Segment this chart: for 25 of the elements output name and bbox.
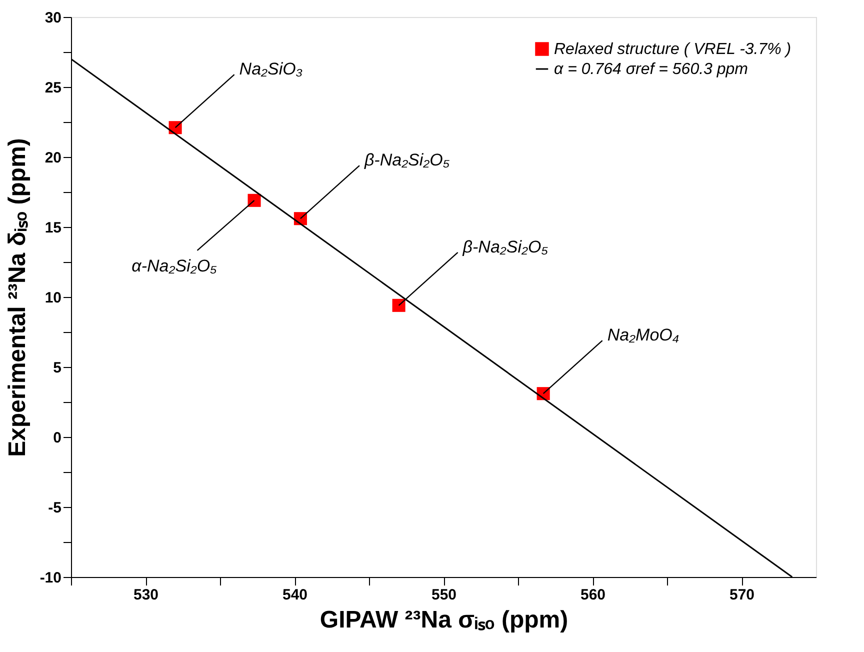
x-tick-label: 550 (431, 586, 457, 604)
y-tick-label: 15 (44, 220, 62, 236)
annotation: α-Na₂Si₂O₅ (132, 256, 218, 276)
y-tick-label: -10 (40, 570, 62, 586)
x-tick-label: 570 (729, 586, 755, 604)
annotation: Na₂SiO₃ (239, 60, 303, 79)
x-tick-label: 530 (133, 586, 159, 604)
x-axis-title: GIPAW ²³Na σᵢₛₒ (ppm) (320, 606, 568, 634)
y-tick-label: 0 (53, 430, 62, 446)
x-tick-label: 540 (282, 586, 308, 604)
y-tick-label: -5 (48, 500, 62, 516)
y-tick-label: 20 (44, 150, 62, 166)
y-tick-label: 25 (44, 80, 62, 96)
annotation: β-Na₂Si₂O₅ (462, 237, 548, 256)
y-tick-label: 10 (44, 290, 62, 306)
annotation: Na₂MoO₄ (607, 326, 680, 345)
legend-label: Relaxed structure ( VREL -3.7% ) (554, 41, 792, 58)
annotation: β-Na₂Si₂O₅ (363, 150, 450, 170)
x-tick-label: 560 (580, 586, 606, 604)
y-axis-title: Experimental ²³Na δᵢₛₒ (ppm) (4, 138, 31, 457)
point (392, 298, 406, 312)
y-tick-label: 5 (53, 360, 62, 376)
legend-label: α = 0.764 σref = 560.3 ppm (554, 61, 748, 78)
y-tick-label: 30 (44, 10, 62, 26)
point (248, 194, 261, 207)
